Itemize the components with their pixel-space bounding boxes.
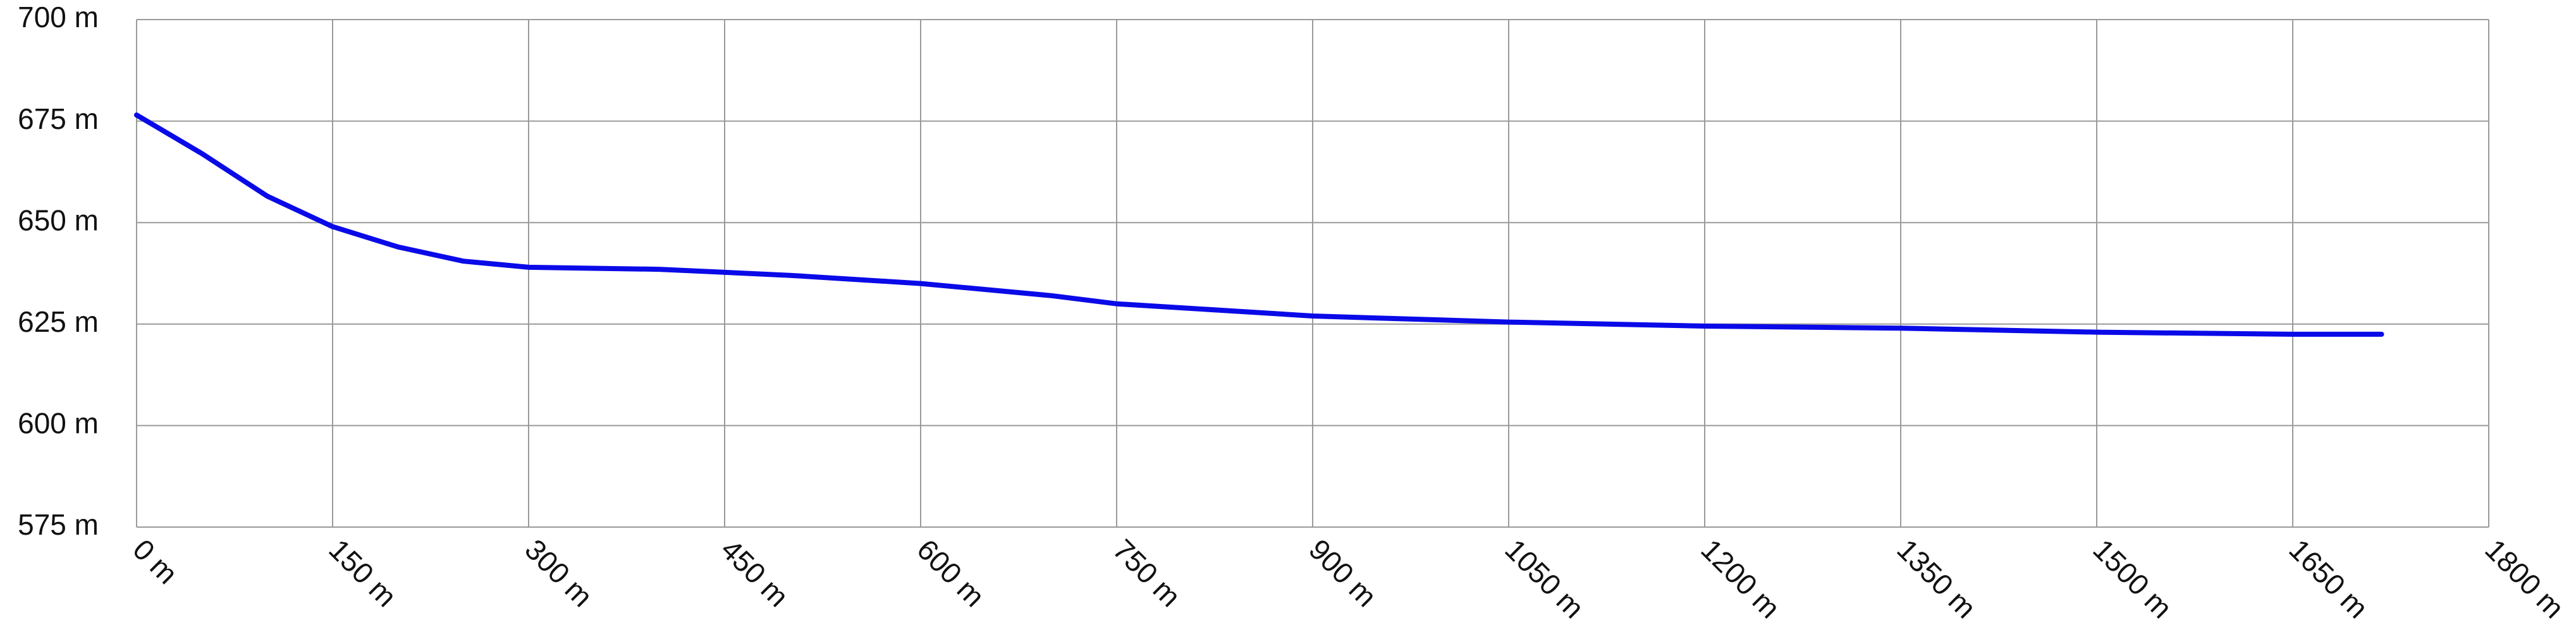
x-tick-label: 0 m	[126, 533, 184, 590]
x-tick-label: 1050 m	[1499, 533, 1590, 624]
x-tick-label: 1650 m	[2283, 533, 2374, 624]
y-tick-label: 675 m	[18, 102, 99, 135]
y-tick-label: 600 m	[18, 407, 99, 440]
x-tick-label: 450 m	[715, 533, 795, 613]
x-tick-label: 1800 m	[2479, 533, 2570, 624]
y-tick-label: 575 m	[18, 508, 99, 541]
x-tick-label: 1500 m	[2087, 533, 2178, 624]
y-tick-label: 700 m	[18, 1, 99, 33]
y-tick-label: 650 m	[18, 204, 99, 236]
x-tick-label: 150 m	[322, 533, 403, 613]
y-tick-label: 625 m	[18, 305, 99, 338]
x-tick-label: 300 m	[518, 533, 599, 613]
x-tick-label: 750 m	[1107, 533, 1187, 613]
elevation-line	[134, 112, 2384, 337]
x-tick-label: 900 m	[1303, 533, 1383, 613]
x-tick-label: 1350 m	[1891, 533, 1982, 624]
x-tick-label: 1200 m	[1695, 533, 1786, 624]
x-tick-label: 600 m	[911, 533, 991, 613]
